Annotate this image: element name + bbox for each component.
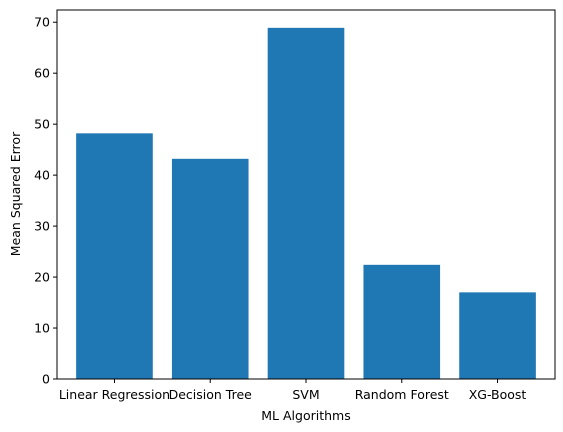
y-axis: 0 10 20 30 40 50 60 70 (34, 15, 57, 387)
bars-group (76, 27, 536, 380)
y-tick-label: 60 (34, 66, 50, 81)
y-tick-label: 40 (34, 168, 50, 183)
y-tick-label: 0 (42, 372, 50, 387)
x-tick-label: XG-Boost (469, 387, 527, 402)
y-axis-label: Mean Squared Error (8, 131, 23, 256)
x-axis-label: ML Algorithms (261, 408, 350, 423)
y-tick-label: 30 (34, 219, 50, 234)
y-tick-label: 20 (34, 270, 50, 285)
bar-decision-tree (171, 158, 249, 379)
x-tick-label: Random Forest (355, 387, 449, 402)
y-tick-label: 70 (34, 15, 50, 30)
bar-svm (267, 27, 345, 380)
bar-xg-boost (459, 292, 536, 379)
x-tick-label: SVM (292, 387, 319, 402)
bar-random-forest (363, 264, 441, 379)
x-tick-label: Decision Tree (169, 387, 253, 402)
y-tick-label: 50 (34, 117, 50, 132)
x-tick-label: Linear Regression (59, 387, 170, 402)
y-tick-label: 10 (34, 321, 50, 336)
bar-linear-regression (76, 133, 153, 379)
